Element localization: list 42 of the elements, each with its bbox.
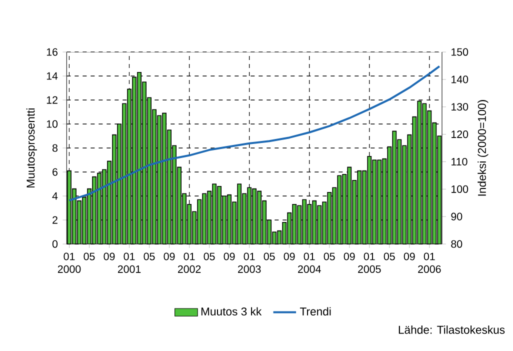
x-tick-label: 01 2000: [58, 252, 81, 273]
x-tick-label: 05: [84, 252, 95, 260]
y-tick-label: 12: [46, 96, 58, 104]
x-tick-label: 09: [404, 252, 415, 260]
y2-tick-label: 150: [452, 48, 468, 56]
legend-label: Muutos 3 kk: [201, 307, 262, 316]
y-axis-title: Muutosprosentti: [26, 108, 37, 188]
x-tick-label: 09: [164, 252, 175, 260]
x-tick-label: 05: [204, 252, 215, 260]
y-tick-label: 4: [52, 192, 58, 200]
y2-tick-label: 120: [452, 130, 468, 138]
legend-label: Trendi: [300, 307, 331, 316]
x-tick-label: 09: [344, 252, 355, 260]
text: Lähde: Tilastokeskus: [398, 326, 505, 334]
y-tick-label: 8: [52, 144, 58, 152]
y2-tick-label: 140: [452, 76, 468, 84]
y-tick-label: 6: [52, 168, 58, 176]
y-tick-label: 2: [52, 216, 58, 224]
y-tick-label: 16: [46, 48, 58, 56]
y2-tick-label: 80: [451, 240, 462, 248]
x-tick-label: 01 2002: [178, 252, 201, 273]
x-tick-label: 01 2003: [238, 252, 261, 273]
x-tick-label: 05: [264, 252, 275, 260]
x-tick-label: 09: [104, 252, 115, 260]
y-tick-label: 14: [46, 72, 58, 80]
line-series: [68, 65, 440, 202]
x-tick-label: 01 2006: [418, 252, 441, 273]
x-tick-label: 01 2004: [298, 252, 321, 273]
y2-tick-label: 100: [452, 185, 468, 193]
y-tick-label: 10: [46, 120, 58, 128]
x-tick-label: 09: [284, 252, 295, 260]
y2-tick-label: 110: [452, 158, 468, 166]
x-tick-label: 05: [384, 252, 395, 260]
y2-tick-label: 90: [451, 212, 462, 220]
x-tick-label: 05: [324, 252, 335, 260]
y2-tick-label: 130: [452, 103, 468, 111]
x-tick-label: 09: [224, 252, 235, 260]
y2-axis-title: Indeksi (2000=100): [478, 100, 488, 196]
x-tick-label: 01 2001: [118, 252, 141, 273]
x-tick-label: 05: [144, 252, 155, 260]
x-tick-label: 01 2005: [358, 252, 381, 273]
y-tick-label: 0: [52, 240, 58, 248]
